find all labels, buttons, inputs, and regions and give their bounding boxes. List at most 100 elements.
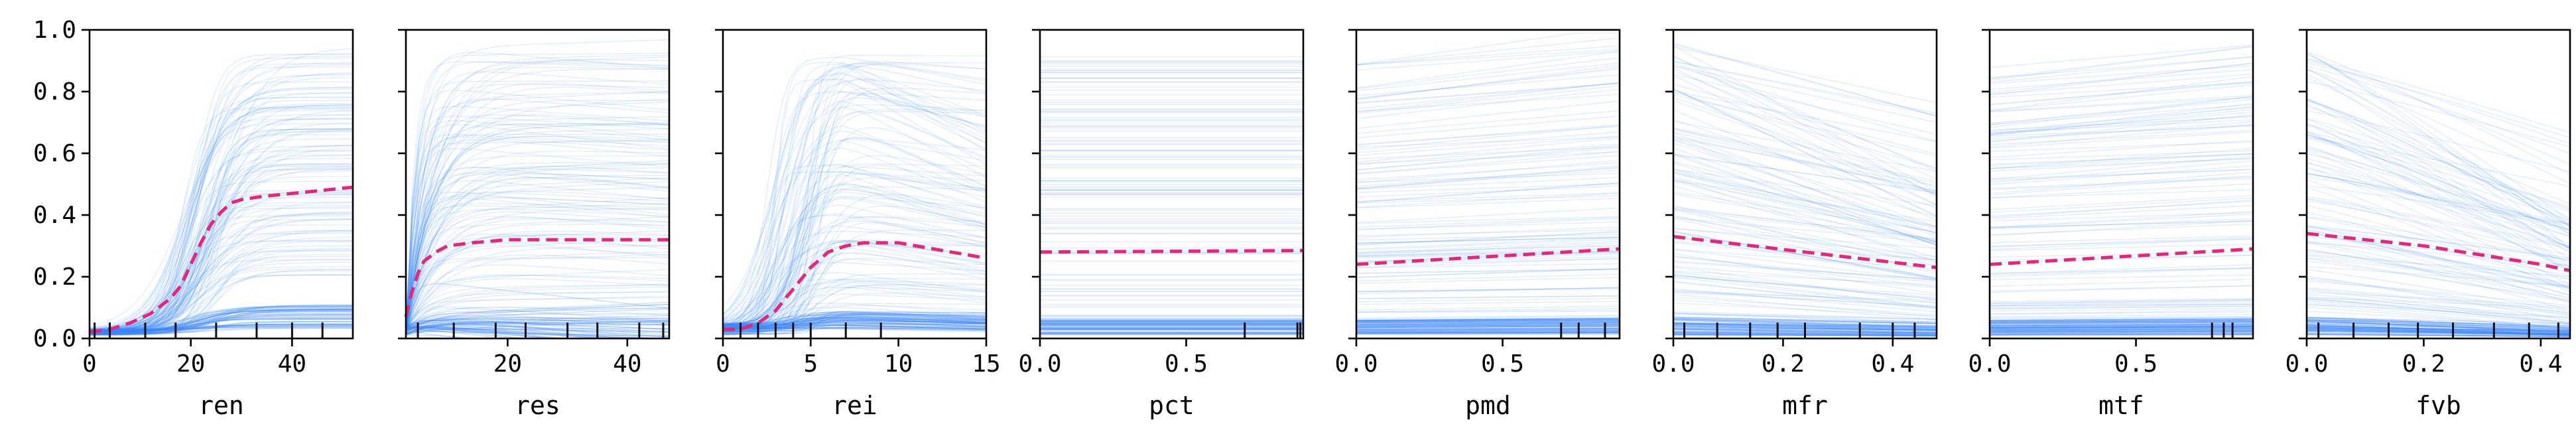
ice-curve [90,325,353,333]
ice-curve [723,323,986,330]
ice-curve [723,82,986,329]
ice-curve [1990,99,2253,124]
ice-curve [90,325,353,335]
ice-curve [90,250,353,332]
ice-curve [2307,153,2570,230]
ice-curve [2307,58,2570,165]
ice-curve [406,230,669,329]
ice-curve [2307,135,2570,212]
ice-curve [406,116,669,330]
ice-curve [2307,249,2570,301]
ice-curve [1673,291,1937,307]
ice-curve [406,135,669,330]
ice-curve [1356,287,1620,293]
ice-curve [90,147,353,330]
ice-curve [1673,169,1937,243]
ice-curve [1990,322,2253,325]
ice-curve [723,205,986,333]
panel-frame [1988,29,2254,340]
ice-curve [1990,264,2253,275]
average-pd-line [1039,249,1304,254]
ice-curve [1990,330,2253,332]
ice-curve [1990,114,2253,143]
ice-curve [2307,330,2570,335]
ice-curve [1356,207,1620,223]
ice-curve [2307,304,2570,330]
ice-curve [406,301,669,334]
ice-curve [406,177,669,336]
ice-curve [723,317,986,335]
ice-curve [2307,296,2570,318]
ice-curve [723,165,986,327]
ice-curve [2307,324,2570,335]
x-tick-label: 10 [884,350,913,378]
ice-curve [90,118,353,333]
ice-curve [1990,332,2253,334]
ice-curve [1673,181,1937,250]
ice-curve [2307,173,2570,230]
ice-curve [723,63,986,330]
ice-curve [2307,277,2570,314]
ice-curve [723,91,986,327]
ice-curve [2307,317,2570,328]
ice-curve [1990,238,2253,250]
ice-curve [90,315,353,332]
ice-curve [90,325,353,330]
ice-curve [2307,328,2570,336]
ice-curve [1356,330,1620,332]
ice-curve [406,328,669,338]
ice-curve [90,56,353,333]
ice-curve [1990,165,2253,185]
ice-curve [2307,118,2570,210]
x-axis-label: pmd [1465,391,1511,420]
ice-curve [1356,183,1620,193]
y-tick-label: 0.2 [33,263,76,291]
ice-curve [1990,223,2253,236]
ice-curve [2307,104,2570,260]
ice-curve [90,314,353,333]
ice-curve [406,324,669,338]
ice-curve [2307,304,2570,319]
ice-curve [723,244,986,329]
ice-curve [1356,245,1620,254]
ice-lines [1356,32,1620,335]
ice-curve [406,121,669,330]
ice-curve [1356,248,1620,257]
ice-curve [1356,325,1620,328]
ice-curve [1673,266,1937,304]
ice-curve [90,324,353,331]
ice-curve [1356,231,1620,246]
ice-curve [2307,172,2570,248]
ice-curve [90,269,353,330]
ice-curve [1673,119,1937,208]
ice-curve [406,91,669,327]
ice-curve [90,100,353,332]
ice-curve [2307,275,2570,322]
ice-curve [723,220,986,329]
ice-curve [1356,192,1620,208]
ice-curve [2307,317,2570,331]
ice-curve [1673,42,1937,117]
ice-curve [723,327,986,331]
ice-curve [1673,242,1937,267]
ice-curve [90,114,353,333]
ice-curve [406,151,669,328]
ice-curve [2307,321,2570,332]
ice-curve [723,62,986,336]
ice-curve [2307,260,2570,301]
ice-curve [2307,329,2570,336]
ice-curve [1356,238,1620,251]
ice-curve [723,61,986,327]
ice-curve [2307,145,2570,272]
ice-curve [723,319,986,327]
ice-curve [2307,232,2570,289]
ice-curve [2307,325,2570,334]
ice-curve [2307,325,2570,336]
ice-curve [723,319,986,332]
ice-curve [1356,263,1620,268]
ice-curve [1673,185,1937,258]
ice-curve [1356,151,1620,175]
ice-curve [1673,88,1937,217]
ice-curve [406,307,669,331]
ice-curve [2307,110,2570,173]
